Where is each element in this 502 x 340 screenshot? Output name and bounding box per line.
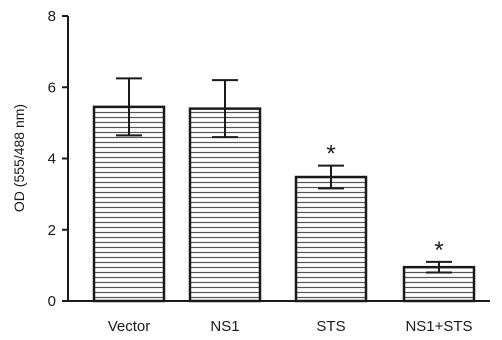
bar-ns1-sts [402,265,476,303]
significance-marker-3: * [434,237,443,264]
y-tick-label-8: 8 [48,8,56,25]
x-tick-label-1: NS1 [210,318,239,335]
x-tick-label-0: Vector [108,318,151,335]
plot-area: 0 2 4 6 8 Vector NS1 * STS * NS1+STS [48,8,490,335]
y-tick-label-0: 0 [48,293,56,310]
y-axis-label: OD (555/488 nm) [11,104,27,212]
bar-vector [92,105,166,303]
x-tick-label-2: STS [316,318,345,335]
significance-marker-2: * [326,141,335,168]
bar-sts [294,175,368,303]
y-tick-label-2: 2 [48,222,56,239]
y-tick-label-4: 4 [48,151,56,168]
y-tick-label-6: 6 [48,79,56,96]
x-tick-label-3: NS1+STS [405,318,472,335]
